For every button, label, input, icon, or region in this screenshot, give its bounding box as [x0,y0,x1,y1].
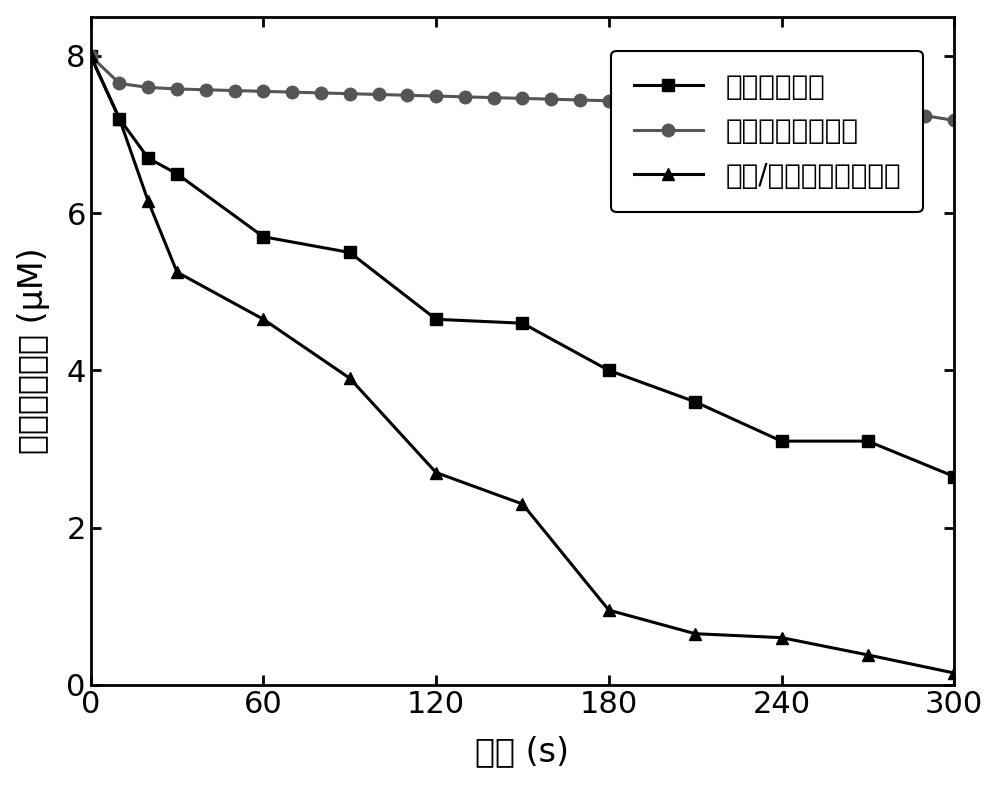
单独过硫酸盐氧化 [574,95,586,104]
单独过硫酸盐氧化 [113,78,125,88]
单独过硫酸盐氧化 [804,101,816,111]
单独过硫酸盐氧化 [948,115,960,125]
紫外/过硫酸盐联合过程 [142,197,154,206]
单独过硫酸盐氧化 [747,100,759,109]
单独紫外照射 [142,153,154,162]
单独紫外照射 [171,169,183,178]
紫外/过硫酸盐联合过程 [113,114,125,123]
单独紫外照射 [603,366,615,375]
Line: 紫外/过硫酸盐联合过程: 紫外/过硫酸盐联合过程 [84,49,960,679]
Line: 单独过硫酸盐氧化: 单独过硫酸盐氧化 [84,49,960,126]
单独过硫酸盐氧化 [430,91,442,100]
单独紫外照射 [85,51,97,60]
单独过硫酸盐氧化 [718,99,730,108]
紫外/过硫酸盐联合过程 [85,51,97,60]
紫外/过硫酸盐联合过程 [257,315,269,324]
单独过硫酸盐氧化 [344,89,356,98]
单独紫外照射 [516,319,528,328]
单独紫外照射 [113,114,125,123]
单独过硫酸盐氧化 [85,51,97,60]
单独过硫酸盐氧化 [401,90,413,100]
单独过硫酸盐氧化 [315,88,327,97]
单独过硫酸盐氧化 [229,86,241,95]
单独过硫酸盐氧化 [891,106,903,115]
单独紫外照射 [430,315,442,324]
单独紫外照射 [257,232,269,242]
单独过硫酸盐氧化 [833,102,845,111]
紫外/过硫酸盐联合过程 [948,668,960,677]
Legend: 单独紫外照射, 单独过硫酸盐氧化, 紫外/过硫酸盐联合过程: 单独紫外照射, 单独过硫酸盐氧化, 紫外/过硫酸盐联合过程 [611,50,923,213]
单独过硫酸盐氧化 [171,84,183,93]
紫外/过硫酸盐联合过程 [344,374,356,383]
单独过硫酸盐氧化 [488,93,500,102]
单独过硫酸盐氧化 [516,93,528,103]
单独过硫酸盐氧化 [632,97,644,106]
单独过硫酸盐氧化 [545,94,557,104]
紫外/过硫酸盐联合过程 [776,633,788,642]
单独过硫酸盐氧化 [603,96,615,105]
单独紫外照射 [948,472,960,481]
单独过硫酸盐氧化 [459,92,471,101]
X-axis label: 时间 (s): 时间 (s) [475,736,569,769]
单独紫外照射 [776,436,788,446]
单独过硫酸盐氧化 [689,98,701,108]
紫外/过硫酸盐联合过程 [689,629,701,638]
单独紫外照射 [862,436,874,446]
单独过硫酸盐氧化 [257,86,269,96]
单独过硫酸盐氧化 [142,82,154,92]
单独过硫酸盐氧化 [373,89,385,99]
紫外/过硫酸盐联合过程 [171,268,183,277]
单独过硫酸盐氧化 [200,85,212,94]
紫外/过硫酸盐联合过程 [862,650,874,659]
紫外/过硫酸盐联合过程 [603,605,615,615]
单独过硫酸盐氧化 [660,97,672,107]
单独过硫酸盐氧化 [862,103,874,112]
紫外/过硫酸盐联合过程 [430,468,442,477]
单独紫外照射 [689,397,701,407]
Line: 单独紫外照射: 单独紫外照射 [84,49,960,483]
Y-axis label: 绻麦隆的浓度 (μM): 绻麦隆的浓度 (μM) [17,247,50,454]
单独过硫酸盐氧化 [286,87,298,97]
单独过硫酸盐氧化 [776,100,788,110]
紫外/过硫酸盐联合过程 [516,499,528,509]
单独过硫酸盐氧化 [919,111,931,120]
单独紫外照射 [344,248,356,257]
